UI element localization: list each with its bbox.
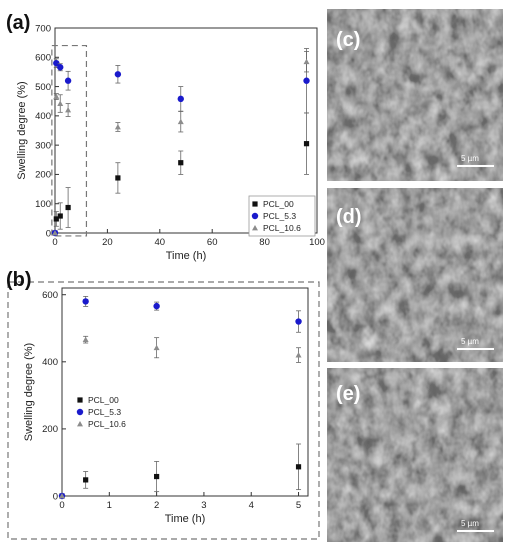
- panel-a-ticks: 0 20 40 60 80 100 0 100 200 300 400 500 600 700: [35, 23, 325, 248]
- sem-d-micrograph: [327, 188, 503, 362]
- sem-image-d: (d) 5 µm: [327, 188, 503, 362]
- a-point-1-2: [57, 64, 64, 71]
- a-x-tick-label-0: 0: [52, 237, 57, 248]
- b-point-2-2: [153, 344, 160, 351]
- b-legend-label-2: PCL_10.6: [88, 419, 126, 429]
- a-x-tick-label-1: 20: [102, 237, 113, 248]
- a-legend-label-1: PCL_5.3: [263, 211, 296, 221]
- a-y-tick-label-6: 600: [35, 53, 51, 64]
- panel-b-dashed-box: [7, 281, 320, 540]
- b-x-tick-label-0: 0: [59, 500, 64, 511]
- b-x-tick-label-2: 2: [154, 500, 159, 511]
- a-legend-box: [248, 195, 316, 237]
- a-point-1-6: [303, 77, 310, 84]
- panel-a-letter: (a): [6, 12, 30, 34]
- a-point-0-2: [57, 213, 63, 219]
- b-y-tick-label-2: 400: [42, 357, 58, 368]
- panel-b-chart: (b) 0 1 2 3 4 5 0 200 400 600 Time (h) Swelling d…: [6, 269, 309, 525]
- a-point-2-1: [53, 93, 60, 99]
- a-x-tick-label-3: 60: [207, 237, 218, 248]
- a-legend-marker-2: [252, 225, 258, 231]
- a-legend-label-2: PCL_10.6: [263, 223, 301, 233]
- sem-image-c: (c) 5 µm: [327, 9, 503, 181]
- a-y-tick-label-7: 700: [35, 23, 51, 34]
- a-point-2-2: [57, 100, 64, 106]
- a-point-0-1: [53, 216, 59, 222]
- sem-d-letter: (d): [336, 206, 362, 228]
- a-point-1-1: [53, 59, 60, 67]
- sem-e-letter: (e): [336, 383, 360, 405]
- b-point-0-2: [154, 473, 160, 480]
- a-y-tick-label-1: 100: [35, 199, 51, 210]
- panel-b-y-axis-title: Swelling degree (%): [23, 343, 35, 441]
- a-legend-marker-0: [252, 201, 258, 207]
- panel-a-data-marks: [51, 48, 310, 237]
- panel-b-ticks: 0 1 2 3 4 5 0 200 400 600: [42, 290, 301, 511]
- b-legend-marker-2: [77, 421, 83, 427]
- b-x-tick-label-4: 4: [249, 500, 254, 511]
- a-x-tick-label-4: 80: [259, 237, 270, 248]
- a-point-0-4: [115, 175, 121, 181]
- a-point-2-4: [114, 123, 121, 130]
- sem-e-scale-label: 5 µm: [461, 519, 479, 528]
- b-point-2-1: [82, 336, 89, 343]
- b-x-tick-label-3: 3: [201, 500, 206, 511]
- a-x-tick-label-2: 40: [155, 237, 166, 248]
- a-y-tick-label-4: 400: [35, 111, 51, 122]
- panel-b-plot-frame: [61, 287, 309, 497]
- a-point-0-6: [303, 141, 310, 147]
- b-point-0-1: [83, 477, 89, 483]
- panel-a-x-axis-title: Time (h): [166, 250, 207, 262]
- sem-e-micrograph: [327, 368, 503, 542]
- b-legend-marker-1: [76, 408, 84, 416]
- sem-image-e: (e) 5 µm: [327, 368, 503, 542]
- a-point-1-3: [64, 77, 72, 84]
- b-point-2-3: [295, 352, 302, 358]
- panel-b-letter: (b): [6, 269, 32, 291]
- panel-a-chart: (a) 0 20 40 60 80 100 0 100 200 300 400 500 600 700 T…: [6, 12, 325, 262]
- a-point-2-6: [303, 58, 310, 65]
- a-y-tick-label-0: 0: [46, 228, 51, 239]
- a-point-2-5: [177, 118, 184, 125]
- b-point-1-2: [153, 302, 160, 310]
- b-legend-label-0: PCL_00: [88, 395, 119, 405]
- a-y-tick-label-5: 500: [35, 82, 51, 93]
- a-point-2-3: [65, 107, 72, 113]
- b-y-tick-label-3: 600: [42, 290, 58, 301]
- a-legend-label-0: PCL_00: [263, 199, 294, 209]
- panel-a-y-axis-title: Swelling degree (%): [16, 81, 28, 179]
- b-point-0-3: [295, 464, 302, 470]
- panel-a-legend: PCL_00 PCL_5.3 PCL_10.6: [248, 195, 316, 237]
- panel-a-plot-frame: [54, 27, 318, 234]
- panel-b-data-marks: [58, 295, 302, 500]
- a-point-0-5: [178, 160, 184, 166]
- panel-a-zoom-region: [51, 44, 88, 237]
- sem-c-scale-label: 5 µm: [461, 154, 479, 163]
- b-x-tick-label-1: 1: [107, 500, 112, 511]
- b-point-2-0: [59, 493, 65, 499]
- sem-c-micrograph: [327, 9, 503, 181]
- b-x-tick-label-5: 5: [296, 500, 301, 511]
- b-legend-label-1: PCL_5.3: [88, 407, 121, 417]
- b-y-tick-label-0: 0: [53, 491, 58, 502]
- a-point-1-5: [177, 95, 184, 103]
- a-legend-marker-1: [251, 212, 259, 220]
- panel-b-legend: PCL_00 PCL_5.3 PCL_10.6: [76, 395, 126, 429]
- sem-c-letter: (c): [336, 29, 360, 51]
- a-point-2-0: [52, 230, 58, 236]
- b-legend-marker-0: [77, 397, 83, 403]
- a-y-tick-label-2: 200: [35, 170, 51, 181]
- a-x-tick-label-5: 100: [309, 237, 325, 248]
- b-point-1-1: [82, 298, 89, 305]
- sem-d-scale-label: 5 µm: [461, 337, 479, 346]
- panel-b-x-axis-title: Time (h): [165, 513, 206, 525]
- a-y-tick-label-3: 300: [35, 140, 51, 151]
- a-point-0-3: [65, 204, 71, 211]
- b-y-tick-label-1: 200: [42, 424, 58, 435]
- b-point-1-3: [295, 318, 302, 325]
- a-point-1-4: [114, 71, 122, 78]
